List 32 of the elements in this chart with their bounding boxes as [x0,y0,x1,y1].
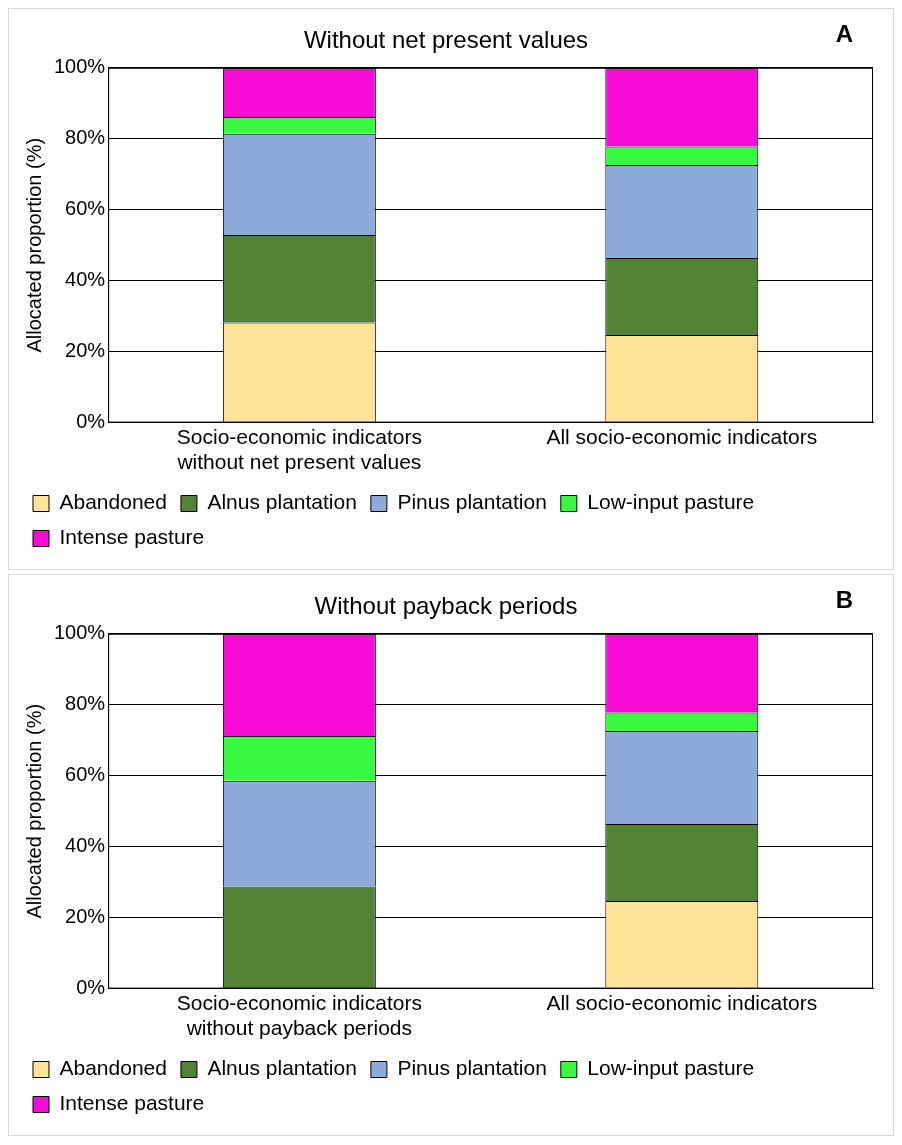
legend-label: Low-input pasture [587,490,755,514]
y-tick-label: 80% [65,126,106,149]
text: B [835,585,853,613]
x-tick-label: All socio-economic indicators [546,425,818,448]
y-tick-label: 40% [65,268,106,291]
legend-label: Pinus plantation [397,1056,547,1080]
y-tick-label: 0% [76,410,106,433]
x-tick-label: Socio-economic indicators without payback periods [176,991,422,1040]
text: A [835,19,853,47]
chart-title: Without payback periods [314,592,578,620]
y-tick-label: 0% [76,976,106,999]
y-tick-label: 100% [54,621,106,644]
legend-label: Intense pasture [59,1091,205,1115]
y-tick-label: 60% [65,197,106,220]
x-tick-label: Socio-economic indicators without net present values [176,425,422,474]
y-tick-label: 60% [65,763,106,786]
y-tick-label: 40% [65,834,106,857]
x-tick-label: All socio-economic indicators [546,991,818,1014]
legend-label: Alnus plantation [207,1056,357,1080]
legend-label: Abandoned [59,490,167,514]
chart-title: Without net present values [303,26,589,54]
y-tick-label: 20% [65,905,106,928]
legend-label: Alnus plantation [207,490,357,514]
legend-label: Low-input pasture [587,1056,755,1080]
legend-label: Abandoned [59,1056,167,1080]
legend-label: Intense pasture [59,525,205,549]
y-tick-label: 100% [54,55,106,78]
legend-label: Pinus plantation [397,490,547,514]
y-axis-title: Allocated proportion (%) [22,703,45,919]
y-tick-label: 20% [65,339,106,362]
y-axis-title: Allocated proportion (%) [22,137,45,353]
y-tick-label: 80% [65,692,106,715]
